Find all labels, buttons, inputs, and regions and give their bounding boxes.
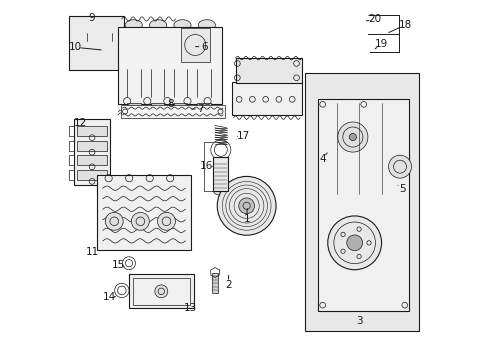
Text: 17: 17 — [236, 131, 249, 141]
Text: 1: 1 — [243, 214, 249, 224]
Text: 15: 15 — [111, 260, 124, 270]
Bar — [77, 126, 107, 136]
Ellipse shape — [174, 20, 191, 31]
Bar — [318, 99, 408, 311]
Bar — [77, 155, 107, 166]
Text: 4: 4 — [319, 154, 325, 164]
Bar — [97, 175, 190, 250]
Circle shape — [348, 134, 356, 141]
Text: 19: 19 — [374, 40, 387, 49]
Text: 5: 5 — [398, 184, 405, 194]
Ellipse shape — [213, 186, 228, 195]
Text: 16: 16 — [199, 161, 212, 171]
Text: 6: 6 — [201, 42, 207, 51]
Ellipse shape — [87, 38, 111, 45]
Text: 7: 7 — [197, 104, 203, 114]
Bar — [69, 17, 124, 69]
Bar — [311, 296, 317, 304]
Ellipse shape — [198, 20, 215, 31]
Bar — [77, 170, 107, 180]
Bar — [235, 58, 301, 83]
Bar — [77, 141, 107, 151]
Bar — [127, 103, 141, 109]
Ellipse shape — [261, 92, 270, 107]
Ellipse shape — [87, 27, 111, 40]
Text: 9: 9 — [88, 13, 95, 23]
Circle shape — [346, 235, 362, 251]
Ellipse shape — [274, 92, 283, 107]
Bar — [211, 273, 218, 293]
Text: 3: 3 — [355, 316, 362, 325]
Ellipse shape — [149, 20, 166, 31]
Circle shape — [238, 198, 254, 214]
Ellipse shape — [234, 92, 244, 107]
Text: 12: 12 — [74, 118, 87, 128]
Bar — [311, 159, 317, 168]
Bar — [132, 278, 190, 305]
Ellipse shape — [247, 92, 257, 107]
Text: 14: 14 — [102, 292, 115, 302]
Bar — [304, 73, 418, 331]
Bar — [311, 269, 317, 277]
Bar — [180, 28, 209, 62]
Bar — [231, 82, 301, 116]
Text: 8: 8 — [167, 99, 174, 109]
Bar — [150, 103, 164, 109]
Bar — [197, 103, 210, 109]
Text: 11: 11 — [85, 247, 99, 257]
Bar — [311, 214, 317, 222]
Ellipse shape — [125, 20, 142, 31]
Text: 13: 13 — [183, 303, 197, 314]
Bar — [118, 27, 222, 104]
Circle shape — [388, 155, 411, 178]
Circle shape — [327, 216, 381, 270]
Circle shape — [157, 212, 175, 230]
Bar — [174, 103, 187, 109]
Bar — [129, 274, 193, 309]
Circle shape — [337, 122, 367, 152]
Text: 20: 20 — [367, 14, 380, 24]
Text: 18: 18 — [398, 20, 411, 30]
Circle shape — [217, 176, 276, 235]
Circle shape — [105, 212, 123, 230]
Circle shape — [131, 212, 149, 230]
Bar — [311, 132, 317, 141]
Bar — [74, 119, 110, 185]
Bar — [311, 241, 317, 250]
Bar — [121, 105, 224, 118]
Bar — [311, 187, 317, 195]
Bar — [213, 157, 228, 191]
Text: 10: 10 — [68, 42, 81, 52]
Circle shape — [155, 285, 167, 298]
Ellipse shape — [287, 92, 296, 107]
Text: 2: 2 — [224, 280, 231, 290]
Bar — [311, 105, 317, 114]
